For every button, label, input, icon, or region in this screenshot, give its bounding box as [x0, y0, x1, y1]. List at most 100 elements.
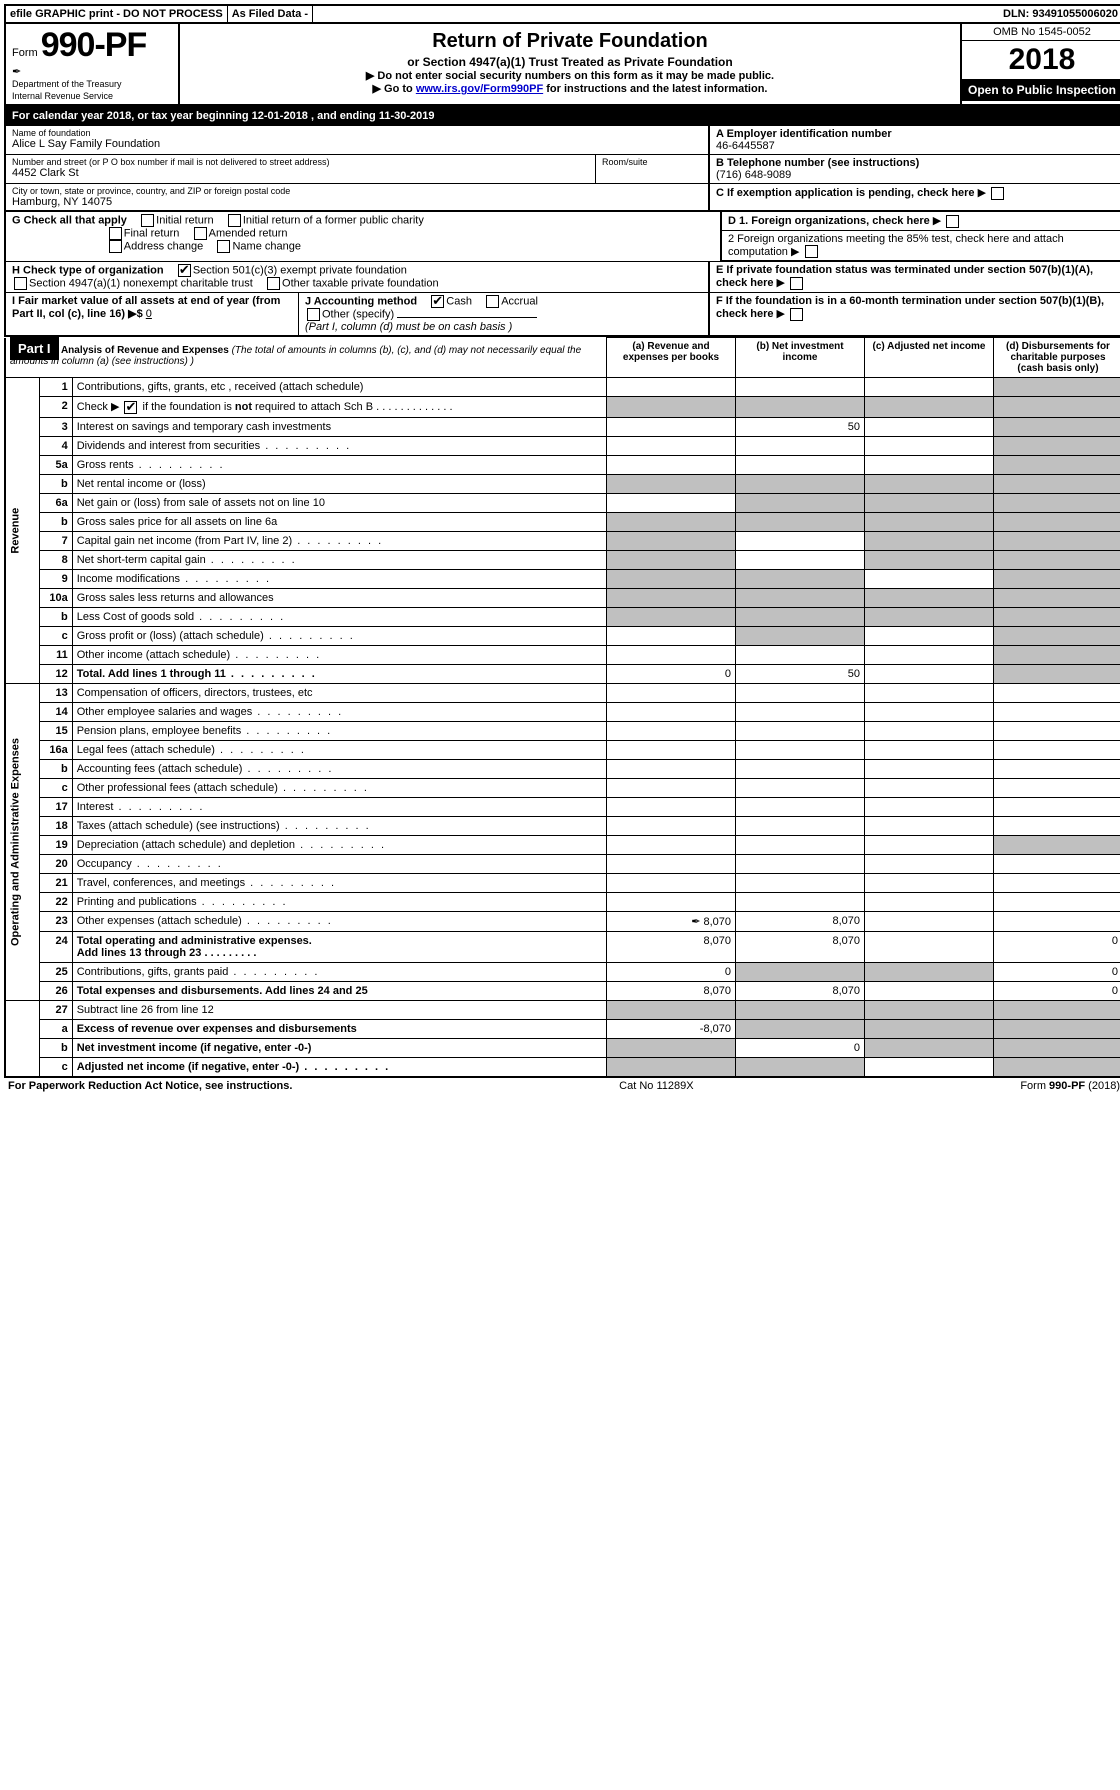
table-row: bGross sales price for all assets on lin…	[5, 512, 1120, 531]
row-desc: Adjusted net income (if negative, enter …	[72, 1057, 606, 1077]
chk-accrual[interactable]	[486, 295, 499, 308]
dln-value: 93491055006020	[1032, 8, 1118, 20]
opt-initial-former: Initial return of a former public charit…	[243, 214, 424, 226]
foundation-name: Alice L Say Family Foundation	[12, 138, 702, 150]
chk-initial-former[interactable]	[228, 214, 241, 227]
chk-amended[interactable]	[194, 227, 207, 240]
table-row: 10aGross sales less returns and allowanc…	[5, 588, 1120, 607]
row-num: 10a	[39, 588, 72, 607]
form-subtitle: or Section 4947(a)(1) Trust Treated as P…	[190, 55, 950, 69]
table-row: 8Net short-term capital gain	[5, 550, 1120, 569]
chk-e[interactable]	[790, 277, 803, 290]
cell-value: 8,070	[703, 916, 731, 928]
chk-d2[interactable]	[805, 245, 818, 258]
calyear-pre: For calendar year 2018, or tax year begi…	[12, 110, 252, 122]
row-num: b	[39, 759, 72, 778]
cell-value: 0	[607, 664, 736, 683]
cell-value: 0	[994, 962, 1120, 981]
header-right: OMB No 1545-0052 2018 Open to Public Ins…	[960, 24, 1120, 104]
opt-cash: Cash	[446, 296, 472, 308]
row-desc: Gross profit or (loss) (attach schedule)	[72, 626, 606, 645]
addr-value: 4452 Clark St	[12, 167, 589, 179]
chk-schb[interactable]	[124, 401, 137, 414]
row-num: 11	[39, 645, 72, 664]
addr-phone-row: Number and street (or P O box number if …	[4, 155, 1120, 184]
box-d1: D 1. Foreign organizations, check here	[728, 215, 930, 227]
row-desc: Total. Add lines 1 through 11	[72, 664, 606, 683]
opt-addr-change: Address change	[124, 240, 204, 252]
table-row: 14Other employee salaries and wages	[5, 702, 1120, 721]
opt-amended: Amended return	[209, 227, 288, 239]
revenue-section-label: Revenue	[5, 378, 39, 684]
other-specify-input[interactable]	[397, 317, 537, 318]
col-a-header: (a) Revenue and expenses per books	[607, 338, 736, 378]
part1-table: Part I Analysis of Revenue and Expenses …	[4, 337, 1120, 1078]
row-desc: Other employee salaries and wages	[72, 702, 606, 721]
table-row: 25Contributions, gifts, grants paid00	[5, 962, 1120, 981]
part1-title: Analysis of Revenue and Expenses	[61, 345, 229, 356]
row-desc: Excess of revenue over expenses and disb…	[72, 1019, 606, 1038]
dln-label: DLN:	[1003, 8, 1029, 20]
row-desc: Other expenses (attach schedule)	[72, 911, 606, 931]
row-num: b	[39, 512, 72, 531]
row-num: 2	[39, 397, 72, 418]
chk-f[interactable]	[790, 308, 803, 321]
form-header: Form 990-PF ✒ Department of the Treasury…	[4, 24, 1120, 106]
row-num: b	[39, 607, 72, 626]
opt-initial: Initial return	[156, 214, 213, 226]
opt-other-taxable: Other taxable private foundation	[282, 278, 439, 290]
chk-4947[interactable]	[14, 277, 27, 290]
row-desc: Total expenses and disbursements. Add li…	[72, 981, 606, 1000]
row-num: b	[39, 474, 72, 493]
irs-link[interactable]: www.irs.gov/Form990PF	[416, 83, 543, 95]
cell-value: 8,070	[607, 931, 736, 962]
chk-other-taxable[interactable]	[267, 277, 280, 290]
table-row: 5aGross rents	[5, 455, 1120, 474]
name-label: Name of foundation	[12, 128, 702, 138]
cell-value: 0	[607, 962, 736, 981]
efile-notice: efile GRAPHIC print - DO NOT PROCESS	[6, 6, 228, 22]
opt-501c3: Section 501(c)(3) exempt private foundat…	[193, 265, 407, 277]
chk-name-change[interactable]	[217, 240, 230, 253]
chk-501c3[interactable]	[178, 264, 191, 277]
addr-label: Number and street (or P O box number if …	[12, 157, 589, 167]
calyear-begin: 12-01-2018	[252, 110, 308, 122]
chk-cash[interactable]	[431, 295, 444, 308]
attach-icon[interactable]: ✒	[691, 916, 700, 928]
row-desc: Net investment income (if negative, ente…	[72, 1038, 606, 1057]
row-num: 8	[39, 550, 72, 569]
opt-name-change: Name change	[232, 240, 301, 252]
table-row: 22Printing and publications	[5, 892, 1120, 911]
row-desc: Travel, conferences, and meetings	[72, 873, 606, 892]
table-row: 15Pension plans, employee benefits	[5, 721, 1120, 740]
tax-year: 2018	[962, 41, 1120, 79]
box-j-note: (Part I, column (d) must be on cash basi…	[305, 321, 512, 333]
instr-pre: ▶ Go to	[373, 83, 416, 95]
city-c-row: City or town, state or province, country…	[4, 184, 1120, 212]
chk-initial[interactable]	[141, 214, 154, 227]
table-row: Revenue 1Contributions, gifts, grants, e…	[5, 378, 1120, 397]
table-row: bNet rental income or (loss)	[5, 474, 1120, 493]
chk-d1[interactable]	[946, 215, 959, 228]
box-g-label: G Check all that apply	[12, 214, 127, 226]
name-ein-row: Name of foundation Alice L Say Family Fo…	[4, 126, 1120, 155]
chk-other-method[interactable]	[307, 308, 320, 321]
chk-final[interactable]	[109, 227, 122, 240]
col-c-header: (c) Adjusted net income	[865, 338, 994, 378]
box-e: E If private foundation status was termi…	[716, 264, 1093, 289]
table-row: 6aNet gain or (loss) from sale of assets…	[5, 493, 1120, 512]
table-row: Operating and Administrative Expenses 13…	[5, 683, 1120, 702]
opt-other-method: Other (specify)	[322, 309, 394, 321]
row-desc: Gross rents	[72, 455, 606, 474]
row-num: 17	[39, 797, 72, 816]
row-desc: Total operating and administrative expen…	[72, 931, 606, 962]
row-desc: Dividends and interest from securities	[72, 436, 606, 455]
box-f: F If the foundation is in a 60-month ter…	[716, 295, 1104, 320]
table-row: 11Other income (attach schedule)	[5, 645, 1120, 664]
expenses-section-label: Operating and Administrative Expenses	[5, 683, 39, 1000]
dept-treasury: Department of the Treasury	[12, 79, 122, 89]
chk-addr-change[interactable]	[109, 240, 122, 253]
box-c-check[interactable]	[991, 187, 1004, 200]
table-row: bNet investment income (if negative, ent…	[5, 1038, 1120, 1057]
instr-post: for instructions and the latest informat…	[546, 83, 767, 95]
